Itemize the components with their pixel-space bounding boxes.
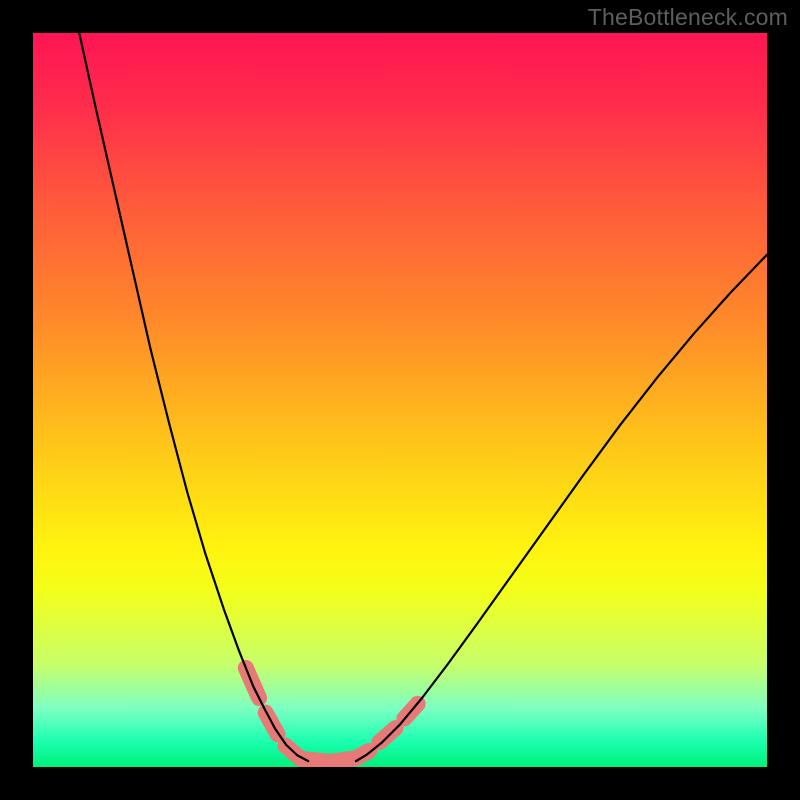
watermark-text: TheBottleneck.com [588, 4, 788, 31]
chart-plot-area [33, 33, 767, 767]
chart-background-gradient [33, 33, 767, 767]
chart-svg [33, 33, 767, 767]
